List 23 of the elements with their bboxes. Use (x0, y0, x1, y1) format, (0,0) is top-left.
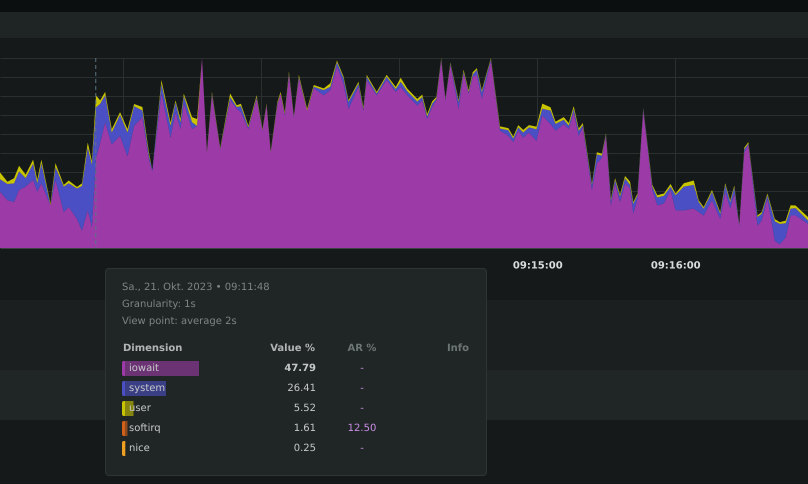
legend-label: system (122, 380, 170, 396)
text: - (359, 402, 365, 416)
text: - (359, 382, 365, 396)
text: Sa., 21. Okt. 2023 • 09:11:48 (122, 281, 271, 295)
text: - (359, 362, 365, 376)
text: Info (446, 342, 470, 356)
legend-label: iowait (122, 360, 204, 376)
legend-label: softirq (122, 420, 161, 436)
text: Value % (269, 342, 316, 356)
text: Dimension (122, 342, 184, 356)
text: AR % (346, 342, 378, 356)
text: 26.41 (286, 382, 316, 396)
x-tick-label: 09:15:00 (512, 260, 563, 272)
text: - (359, 442, 365, 456)
text: 47.79 (283, 362, 316, 376)
text: 5.52 (292, 402, 316, 416)
x-tick-label: 09:16:00 (650, 260, 701, 272)
text: Granularity: 1s (122, 298, 197, 312)
text: 0.25 (292, 442, 316, 456)
legend-label: nice (122, 440, 150, 456)
text: View point: average 2s (122, 315, 238, 329)
text: 12.50 (346, 422, 378, 436)
text: 1.61 (292, 422, 316, 436)
